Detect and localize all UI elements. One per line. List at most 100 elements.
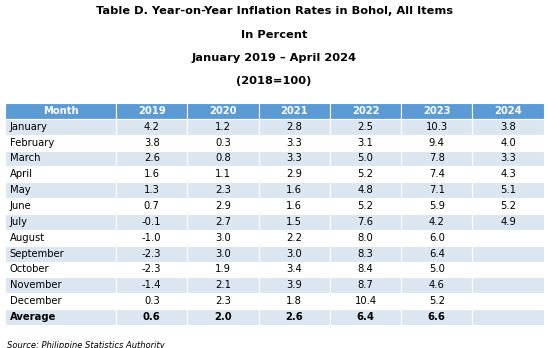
Bar [116,103,187,119]
Text: -1.4: -1.4 [142,280,162,290]
Text: 1.9: 1.9 [215,264,231,275]
Bar [259,119,330,135]
Text: (2018=100): (2018=100) [236,76,312,86]
Text: 1.6: 1.6 [286,201,302,211]
Bar [187,246,259,262]
Bar [472,262,544,277]
Bar [116,151,187,166]
Bar [472,230,544,246]
Bar [116,198,187,214]
Bar [401,214,472,230]
Bar [330,135,401,151]
Bar [259,166,330,182]
Bar [472,214,544,230]
Text: 2.8: 2.8 [286,122,302,132]
Text: 3.0: 3.0 [287,248,302,259]
Text: 2.0: 2.0 [214,312,232,322]
Text: 2.5: 2.5 [357,122,374,132]
Text: 7.6: 7.6 [357,217,374,227]
Bar [116,166,187,182]
Bar [116,135,187,151]
Bar [5,277,116,293]
Text: -1.0: -1.0 [142,233,162,243]
Text: -2.3: -2.3 [142,264,162,275]
Text: 2.1: 2.1 [215,280,231,290]
Text: 3.0: 3.0 [215,233,231,243]
Text: January: January [10,122,48,132]
Text: -2.3: -2.3 [142,248,162,259]
Bar [187,214,259,230]
Bar [116,262,187,277]
Text: 2020: 2020 [209,106,237,116]
Bar [330,309,401,325]
Text: 5.0: 5.0 [358,153,373,164]
Bar [401,119,472,135]
Text: 2.3: 2.3 [215,296,231,306]
Text: 8.4: 8.4 [358,264,373,275]
Text: 0.6: 0.6 [143,312,161,322]
Bar [330,277,401,293]
Text: 8.3: 8.3 [358,248,373,259]
Bar [401,230,472,246]
Text: 1.8: 1.8 [286,296,302,306]
Bar [472,135,544,151]
Text: 2.6: 2.6 [144,153,160,164]
Text: Month: Month [43,106,78,116]
Bar [187,182,259,198]
Bar [5,151,116,166]
Bar [5,230,116,246]
Bar [116,182,187,198]
Text: November: November [10,280,61,290]
Bar [187,103,259,119]
Text: 0.3: 0.3 [144,296,159,306]
Text: 3.0: 3.0 [215,248,231,259]
Bar [187,309,259,325]
Text: 10.4: 10.4 [355,296,376,306]
Bar [330,182,401,198]
Text: 5.2: 5.2 [357,201,374,211]
Bar [472,119,544,135]
Text: Average: Average [10,312,56,322]
Bar [330,246,401,262]
Bar [401,198,472,214]
Text: 4.8: 4.8 [358,185,373,195]
Bar [5,262,116,277]
Text: 6.0: 6.0 [429,233,444,243]
Text: September: September [10,248,65,259]
Bar [472,151,544,166]
Text: 8.0: 8.0 [358,233,373,243]
Text: 3.9: 3.9 [286,280,302,290]
Text: 2.9: 2.9 [215,201,231,211]
Bar [259,230,330,246]
Bar [330,166,401,182]
Text: 1.3: 1.3 [144,185,159,195]
Text: February: February [10,138,54,148]
Text: 1.2: 1.2 [215,122,231,132]
Text: 5.1: 5.1 [500,185,516,195]
Bar [401,277,472,293]
Bar [330,230,401,246]
Text: 5.2: 5.2 [429,296,445,306]
Bar [330,293,401,309]
Text: 3.3: 3.3 [287,138,302,148]
Bar [187,293,259,309]
Bar [187,198,259,214]
Bar [472,182,544,198]
Bar [116,309,187,325]
Bar [259,198,330,214]
Bar [116,293,187,309]
Text: 9.4: 9.4 [429,138,444,148]
Text: 5.2: 5.2 [500,201,516,211]
Bar [259,293,330,309]
Text: 1.6: 1.6 [144,169,160,179]
Bar [401,293,472,309]
Text: 2022: 2022 [352,106,379,116]
Text: April: April [10,169,33,179]
Bar [5,246,116,262]
Text: 3.8: 3.8 [144,138,159,148]
Bar [5,166,116,182]
Text: 7.8: 7.8 [429,153,444,164]
Bar [116,230,187,246]
Text: 2.2: 2.2 [286,233,302,243]
Text: 5.0: 5.0 [429,264,444,275]
